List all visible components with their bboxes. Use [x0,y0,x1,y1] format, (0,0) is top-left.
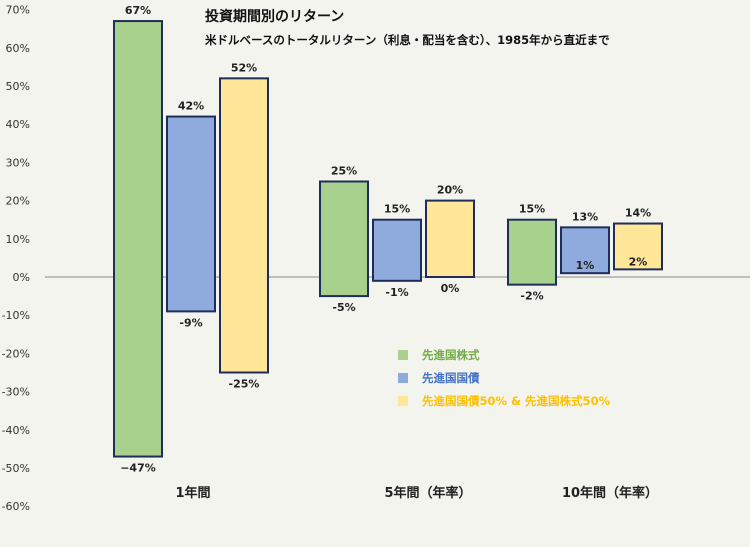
high-value-label: 15% [384,203,410,216]
category-label: 10年間（年率） [562,485,658,501]
chart-subtitle: 米ドルベースのトータルリターン（利息・配当を含む）、1985年から直近まで [204,33,610,47]
low-value-label: 2% [629,255,648,268]
category-label: 5年間（年率） [384,485,471,501]
y-tick-label: 20% [6,195,30,208]
y-axis: -60% -50% -40% -30% -20% -10% 0% 10% 20% 30% 40% 50… [2,4,30,514]
chart-title: 投資期間別のリターン [205,8,344,25]
y-tick-label: 30% [6,156,30,169]
low-value-label: −47% [120,462,156,475]
range-bar [319,180,369,298]
range-bar [507,218,557,286]
high-value-label: 52% [231,61,257,74]
range-bar [372,218,422,282]
y-tick-label: 70% [6,4,30,17]
range-bar [166,115,216,313]
legend-label: 先進国株式 [422,348,480,362]
data-labels: 67% −47% 42% -9% 52% -25% 25% -5% 15% -1% 20% 0% 15%… [120,4,651,474]
high-value-label: 14% [625,207,651,220]
legend-label: 先進国国債 [422,371,480,385]
low-value-label: -9% [179,316,202,329]
bars [113,20,663,458]
y-tick-label: 40% [6,118,30,131]
range-bar [613,222,663,271]
legend-swatch [398,373,408,383]
legend-label: 先進国国債50% & 先進国株式50% [422,394,611,408]
low-value-label: 0% [441,282,460,295]
range-bar [425,199,475,279]
legend-swatch [398,396,408,406]
y-tick-label: -30% [2,386,30,399]
high-value-label: 25% [331,165,357,178]
high-value-label: 15% [519,203,545,216]
high-value-label: 67% [125,4,151,17]
y-tick-label: 50% [6,80,30,93]
y-tick-label: 0% [13,271,30,284]
high-value-label: 13% [572,210,598,223]
low-value-label: 1% [576,259,595,272]
high-value-label: 20% [437,184,463,197]
y-tick-label: 60% [6,42,30,55]
range-bar [219,77,269,374]
legend-swatch [398,350,408,360]
y-tick-label: -50% [2,462,30,475]
y-tick-label: -10% [2,309,30,322]
low-value-label: -5% [332,301,355,314]
low-value-label: -25% [229,378,260,391]
high-value-label: 42% [178,100,204,113]
range-bar [113,20,163,458]
category-labels: 1年間 5年間（年率） 10年間（年率） [175,485,658,501]
y-tick-label: 10% [6,233,30,246]
range-bar [560,226,610,275]
y-tick-label: -40% [2,424,30,437]
y-tick-label: -20% [2,347,30,360]
low-value-label: -2% [520,290,543,303]
y-tick-label: -60% [2,500,30,513]
category-label: 1年間 [175,485,210,501]
low-value-label: -1% [385,286,408,299]
